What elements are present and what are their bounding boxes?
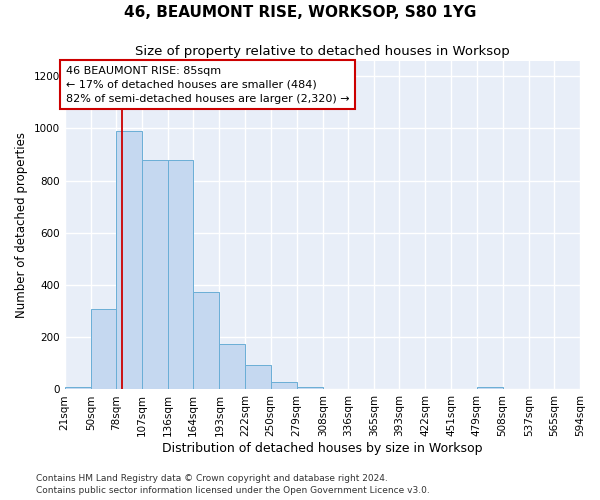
Bar — [91, 308, 116, 390]
Text: 46, BEAUMONT RISE, WORKSOP, S80 1YG: 46, BEAUMONT RISE, WORKSOP, S80 1YG — [124, 5, 476, 20]
Y-axis label: Number of detached properties: Number of detached properties — [15, 132, 28, 318]
Bar — [297, 388, 323, 390]
Bar — [476, 387, 503, 390]
Bar — [116, 131, 142, 390]
Bar — [271, 382, 297, 390]
Bar — [245, 364, 271, 390]
Text: Contains HM Land Registry data © Crown copyright and database right 2024.
Contai: Contains HM Land Registry data © Crown c… — [36, 474, 430, 495]
Bar — [65, 387, 91, 390]
Bar — [220, 344, 245, 390]
Text: 46 BEAUMONT RISE: 85sqm
← 17% of detached houses are smaller (484)
82% of semi-d: 46 BEAUMONT RISE: 85sqm ← 17% of detache… — [65, 66, 349, 104]
Title: Size of property relative to detached houses in Worksop: Size of property relative to detached ho… — [135, 45, 510, 58]
Bar — [142, 160, 168, 390]
Bar — [193, 292, 220, 390]
X-axis label: Distribution of detached houses by size in Worksop: Distribution of detached houses by size … — [162, 442, 482, 455]
Bar — [168, 160, 193, 390]
